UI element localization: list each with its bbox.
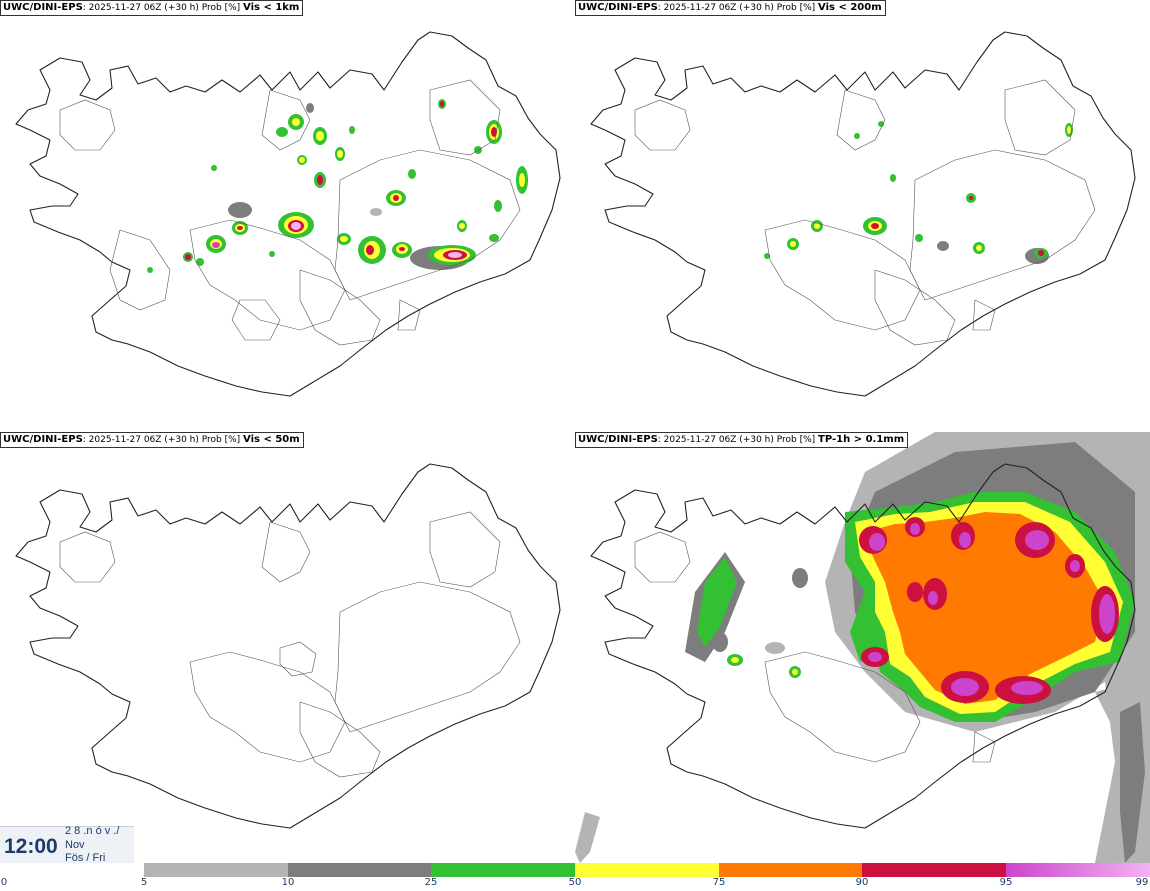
colorbar-seg-25-50 (431, 863, 575, 877)
colorbar-tick: 99 (1135, 877, 1149, 888)
colorbar-tick: 95 (999, 877, 1013, 888)
colorbar-seg-75-90 (719, 863, 862, 877)
panel-title: UWC/DINI-EPS: 2025-11-27 06Z (+30 h) Pro… (0, 432, 304, 448)
valid-weekday: Fös / Fri (65, 852, 106, 864)
colorbar-tick: 0 (0, 877, 8, 888)
iceland-map (575, 432, 1150, 863)
panel-title: UWC/DINI-EPS: 2025-11-27 06Z (+30 h) Pro… (575, 0, 886, 16)
map-panel-vis-50m: UWC/DINI-EPS: 2025-11-27 06Z (+30 h) Pro… (0, 432, 575, 863)
colorbar-seg-90-95 (862, 863, 1006, 877)
colorbar-tick: 10 (281, 877, 295, 888)
panel-title: UWC/DINI-EPS: 2025-11-27 06Z (+30 h) Pro… (0, 0, 304, 16)
prob-field-tp1h (575, 432, 1150, 863)
colorbar-tick: 75 (712, 877, 726, 888)
prob-blobs-vis1km (147, 99, 528, 273)
panel-title: UWC/DINI-EPS: 2025-11-27 06Z (+30 h) Pro… (575, 432, 909, 448)
colorbar-tick: 50 (568, 877, 582, 888)
valid-month: Nov (65, 839, 85, 851)
map-panel-tp1h: UWC/DINI-EPS: 2025-11-27 06Z (+30 h) Pro… (575, 432, 1150, 863)
iceland-map (590, 31, 1136, 397)
colorbar-tick: 25 (424, 877, 438, 888)
map-panel-vis-1km: UWC/DINI-EPS: 2025-11-27 06Z (+30 h) Pro… (0, 0, 575, 431)
colorbar-seg-5-10 (144, 863, 288, 877)
colorbar-seg-95-99 (1006, 863, 1150, 877)
colorbar-tick: 5 (140, 877, 148, 888)
prob-blobs-vis200m (764, 121, 1073, 264)
valid-time-box: 12:00 2 8 .n ó v ./ Nov Fös / Fri (0, 825, 134, 864)
map-panel-vis-200m: UWC/DINI-EPS: 2025-11-27 06Z (+30 h) Pro… (575, 0, 1150, 431)
valid-time: 12:00 (4, 835, 58, 858)
colorbar-seg-10-25 (288, 863, 431, 877)
colorbar-seg-50-75 (575, 863, 719, 877)
colorbar-tick: 90 (855, 877, 869, 888)
iceland-map (15, 463, 561, 829)
iceland-map (15, 31, 561, 397)
date-partial: 2 8 .n ó v ./ (65, 825, 120, 837)
